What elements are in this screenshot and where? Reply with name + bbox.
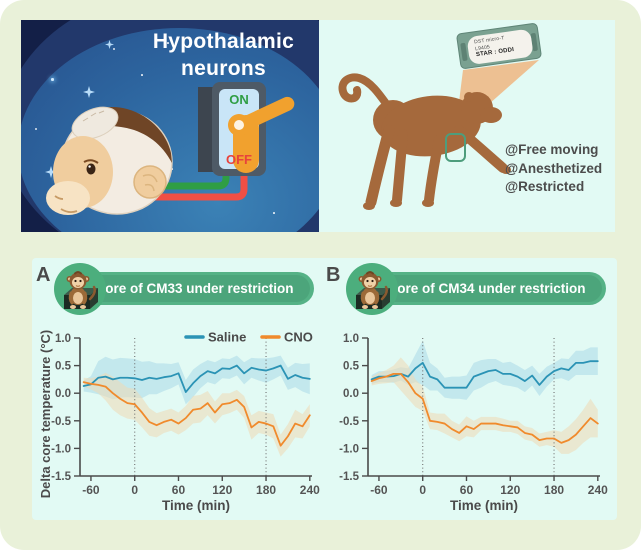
y-tick-label: -1.0 [339, 443, 359, 455]
star-dot [113, 48, 115, 50]
logger-label: DST micro-T L9405 STAR : ODDI [466, 28, 534, 66]
star-dot [273, 212, 275, 214]
star-dot [35, 128, 37, 130]
y-tick-label: 0.0 [55, 388, 71, 400]
x-tick-label: 60 [460, 483, 474, 497]
x-tick-label: 0 [131, 483, 138, 497]
monkey-head-icon [46, 106, 173, 215]
caged-monkey-icon [64, 271, 98, 309]
y-tick-label: 0.0 [343, 388, 359, 400]
x-tick-label: 120 [500, 483, 520, 497]
monkey-brow [83, 159, 99, 164]
condition-free-moving: @Free moving [505, 142, 599, 157]
star-dot [51, 78, 54, 81]
switch-on-label: ON [229, 92, 249, 107]
implant-site-outline [445, 133, 466, 162]
saline-line [82, 364, 311, 393]
hypothalamic-neurons-scene: ON OFF Hypothalamic neurons [21, 20, 319, 232]
y-tick-label: -1.0 [51, 443, 71, 455]
x-tick-label: -60 [370, 483, 388, 497]
monkey-mouth [60, 208, 78, 214]
star-dot [167, 42, 169, 44]
cno-line [370, 372, 599, 444]
chart-a: 1.0 0.5 0.0 -0.5 -1.0 -1.5 -60 0 60 120 180 240 Time… [51, 330, 320, 514]
y-tick-label: 0.5 [343, 361, 360, 373]
chart-a-title: Tcore of CM33 under restriction [90, 281, 294, 296]
monkey-silhouette-icon [338, 73, 511, 210]
condition-restricted: @Restricted [505, 179, 585, 194]
chart-b-title-banner: Tcore of CM34 under restriction [362, 272, 606, 305]
y-tick-label: -0.5 [51, 416, 71, 428]
red-wire [137, 166, 248, 201]
monkey-hind-leg [365, 124, 395, 208]
cno-band [83, 372, 310, 457]
switch-off-label: OFF [226, 152, 252, 167]
y-tick-label: 1.0 [343, 333, 359, 345]
scene-title: Hypothalamic neurons [126, 28, 319, 82]
sparkle-icon [45, 166, 57, 178]
logger-monkey-scene: DST micro-T L9405 STAR : ODDI @Free movi… [319, 20, 615, 232]
y-tick-label: -1.5 [51, 471, 71, 483]
implant-patch [71, 106, 119, 140]
cno-line [82, 381, 311, 447]
x-tick-label: 180 [256, 483, 276, 497]
y-tick-label: 0.5 [55, 361, 72, 373]
monkey-silhouette-illustration [338, 60, 539, 210]
caged-monkey-icon [356, 271, 390, 309]
condition-anesthetized: @Anesthetized [505, 160, 603, 176]
chart-b: 1.0 0.5 0.0 -0.5 -1.0 -1.5 -60 0 60 120 180 240 Time… [339, 333, 608, 513]
panel-a-label: A [36, 264, 51, 286]
x-tick-label: 120 [212, 483, 232, 497]
legend-label-saline: Saline [208, 330, 246, 345]
monkey-hind-leg [392, 129, 408, 205]
chart-a-title-banner: Tcore of CM33 under restriction [70, 272, 314, 305]
saline-line [370, 360, 599, 389]
x-tick-label: 0 [419, 483, 426, 497]
x-tick-label: 180 [544, 483, 564, 497]
x-tick-label: 240 [300, 483, 320, 497]
legend-label-cno: CNO [284, 330, 313, 345]
monkey-muzzle [46, 181, 90, 215]
y-tick-label: 1.0 [55, 333, 71, 345]
sparkle-icon [83, 86, 95, 98]
switch-pivot [228, 114, 250, 136]
chart-b-title: Tcore of CM34 under restriction [382, 281, 586, 296]
scene-title-line1: Hypothalamic [152, 30, 295, 53]
monkey-front-leg [424, 135, 444, 205]
top-illustration-row: ON OFF Hypothalamic neurons [21, 20, 615, 232]
x-tick-label: 60 [172, 483, 186, 497]
cno-band [371, 357, 598, 454]
monkey-nostril [54, 195, 64, 200]
saline-band [371, 340, 598, 400]
sparkle-icon [105, 40, 114, 49]
switch-side [198, 87, 215, 172]
monkey-tail [338, 73, 399, 120]
y-tick-label: -1.5 [339, 471, 359, 483]
x-axis-title: Time (min) [162, 498, 230, 513]
condition-list: @Free moving @Anesthetized @Restricted [505, 141, 602, 197]
y-tick-label: -0.5 [339, 416, 359, 428]
monkey-head-illustration [46, 106, 248, 215]
scene-title-line2: neurons [181, 57, 266, 80]
green-wire [137, 166, 230, 190]
monkey-ear [133, 165, 167, 199]
panel-b-label: B [326, 264, 341, 286]
x-tick-label: -60 [82, 483, 100, 497]
monkey-eye [86, 163, 96, 175]
logger-endcap [460, 42, 468, 62]
caged-monkey-badge [346, 263, 398, 315]
star-dot [141, 74, 143, 76]
caged-monkey-badge [54, 263, 106, 315]
x-tick-label: 240 [588, 483, 608, 497]
monkey-front-arm [454, 125, 508, 173]
charts-panel: A Tcore of CM33 under restriction [32, 258, 617, 520]
x-axis-title: Time (min) [450, 498, 518, 513]
